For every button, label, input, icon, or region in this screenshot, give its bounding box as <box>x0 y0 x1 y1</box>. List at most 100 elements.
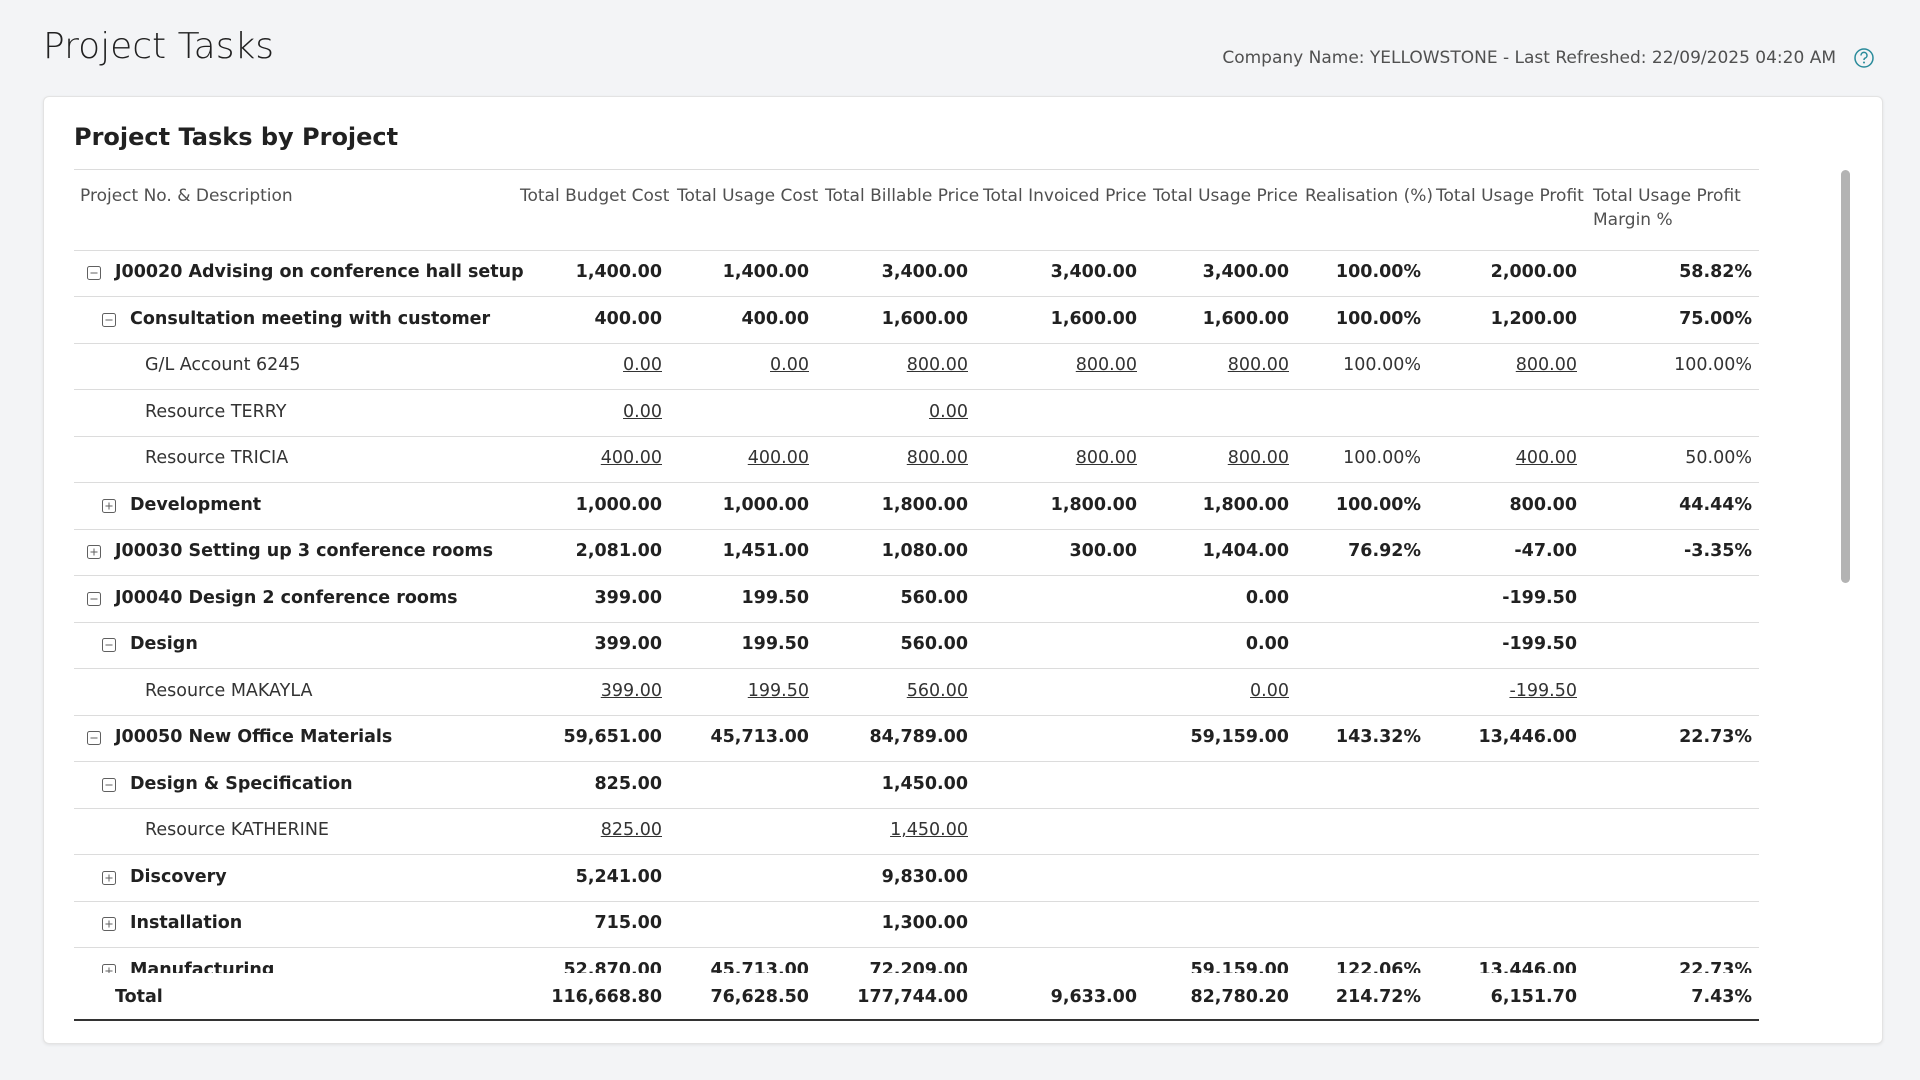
cell: 5,241.00 <box>575 866 662 887</box>
table-row: Discovery 5,241.00 9,830.00 <box>74 855 1759 902</box>
cell-link[interactable]: 800.00 <box>1075 355 1137 375</box>
cell: 84,789.00 <box>869 727 968 747</box>
table: Project No. & Description Total Budget Co… <box>74 169 1759 1029</box>
cell: 44.44% <box>1679 494 1752 515</box>
table-row: Resource KATHERINE 825.00 1,450.00 <box>74 808 1759 855</box>
column-header: Realisation (%) <box>1305 186 1434 206</box>
cell-link[interactable]: 800.00 <box>906 448 968 468</box>
cell: 800.00 <box>1509 494 1577 515</box>
cell: 199.50 <box>741 587 809 608</box>
table-header: Project No. & Description Total Budget Co… <box>74 169 1759 251</box>
cell-link[interactable]: 800.00 <box>1075 448 1137 468</box>
cell-link[interactable]: 800.00 <box>1515 355 1577 375</box>
total-cell: 214.72% <box>1335 987 1421 1007</box>
column-header: Total Budget Cost <box>520 186 670 206</box>
cell: 52,870.00 <box>563 959 662 974</box>
cell-link[interactable]: 400.00 <box>1515 448 1577 468</box>
row-label: Resource KATHERINE <box>145 820 329 840</box>
cell-link[interactable]: 825.00 <box>600 820 662 840</box>
cell: -3.35% <box>1684 541 1752 561</box>
cell-link[interactable]: 0.00 <box>1250 680 1289 701</box>
row-label: J00050 New Office Materials <box>115 727 393 747</box>
cell: -47.00 <box>1514 541 1577 561</box>
row-label: Resource TRICIA <box>145 448 289 468</box>
table-row: J00030 Setting up 3 conference rooms 2,08… <box>74 529 1759 576</box>
cell-link[interactable]: 400.00 <box>747 448 809 468</box>
cell-link[interactable]: 800.00 <box>1227 355 1289 375</box>
cell: 1,600.00 <box>881 308 968 329</box>
cell: 0.00 <box>1245 587 1289 608</box>
collapse-toggle[interactable] <box>102 312 116 327</box>
cell: 1,451.00 <box>722 541 809 561</box>
cell: 3,400.00 <box>1050 262 1137 282</box>
expand-toggle[interactable] <box>102 870 116 885</box>
cell-link[interactable]: 0.00 <box>770 355 809 375</box>
cell: 100.00% <box>1674 355 1752 375</box>
column-header: Total Billable Price <box>825 186 980 206</box>
expand-toggle[interactable] <box>102 498 116 513</box>
expand-toggle[interactable] <box>87 545 101 559</box>
cell-link[interactable]: 560.00 <box>906 680 968 701</box>
table-row: Development 1,000.00 1,000.00 1,800.00 1,800… <box>74 483 1759 530</box>
help-icon[interactable] <box>1853 47 1875 69</box>
cell-link[interactable]: 199.50 <box>747 680 809 701</box>
cell-link[interactable]: 1,450.00 <box>890 820 968 840</box>
cell: 1,800.00 <box>1202 494 1289 515</box>
collapse-toggle[interactable] <box>87 266 101 280</box>
table-row: J00020 Advising on conference hall setup… <box>74 250 1759 297</box>
cell: 560.00 <box>900 587 968 608</box>
expand-toggle[interactable] <box>102 917 116 931</box>
cell: 59,651.00 <box>563 727 662 747</box>
cell: 0.00 <box>1245 634 1289 654</box>
cell-link[interactable]: 0.00 <box>623 401 662 422</box>
cell-link[interactable]: -199.50 <box>1509 680 1577 701</box>
row-label: G/L Account 6245 <box>145 355 301 375</box>
table-row: Design & Specification 825.00 1,450.00 <box>74 762 1759 809</box>
cell: 400.00 <box>741 308 809 329</box>
scrollbar-thumb[interactable] <box>1841 170 1850 583</box>
cell: 399.00 <box>594 587 662 608</box>
cell: 1,600.00 <box>1202 308 1289 329</box>
cell: 1,600.00 <box>1050 308 1137 329</box>
row-label: Design & Specification <box>130 773 353 794</box>
row-label: Consultation meeting with customer <box>130 308 491 329</box>
cell: -199.50 <box>1502 587 1577 608</box>
cell: 143.32% <box>1335 727 1421 747</box>
column-header: Total Usage Price <box>1153 186 1298 206</box>
table-row: Consultation meeting with customer 400.00… <box>74 297 1759 344</box>
cell: 1,450.00 <box>881 773 968 794</box>
cell: 560.00 <box>900 634 968 654</box>
cell: 100.00% <box>1335 494 1421 515</box>
table-row: Resource TERRY 0.00 0.00 <box>74 390 1759 437</box>
cell: 22.73% <box>1679 727 1752 747</box>
cell: 400.00 <box>594 308 662 329</box>
cell: 715.00 <box>594 913 662 933</box>
cell: 1,080.00 <box>881 541 968 561</box>
cell: 72,209.00 <box>869 959 968 974</box>
cell-link[interactable]: 399.00 <box>600 680 662 701</box>
cell: 1,800.00 <box>1050 494 1137 515</box>
cell-link[interactable]: 800.00 <box>906 355 968 375</box>
cell: 58.82% <box>1679 262 1752 282</box>
cell: 1,000.00 <box>575 494 662 515</box>
table-row: Resource TRICIA 400.00 400.00 800.00 800.00 8… <box>74 436 1759 483</box>
cell-link[interactable]: 800.00 <box>1227 448 1289 468</box>
cell-link[interactable]: 0.00 <box>623 355 662 375</box>
cell: -199.50 <box>1502 634 1577 654</box>
cell-link[interactable]: 400.00 <box>600 448 662 468</box>
collapse-toggle[interactable] <box>87 731 101 745</box>
column-header: Total Invoiced Price <box>983 186 1147 206</box>
cell: 1,200.00 <box>1490 308 1577 329</box>
cell: 399.00 <box>594 634 662 654</box>
collapse-toggle[interactable] <box>102 777 116 792</box>
row-label: J00030 Setting up 3 conference rooms <box>115 541 494 561</box>
cell: 1,400.00 <box>575 262 662 282</box>
collapse-toggle[interactable] <box>102 638 116 652</box>
expand-toggle[interactable] <box>102 963 116 974</box>
cell-link[interactable]: 0.00 <box>929 401 968 422</box>
cell: 59,159.00 <box>1190 727 1289 747</box>
total-cell: 76,628.50 <box>710 987 809 1007</box>
total-label: Total <box>115 987 163 1007</box>
cell: 13,446.00 <box>1478 959 1577 974</box>
collapse-toggle[interactable] <box>87 591 101 606</box>
